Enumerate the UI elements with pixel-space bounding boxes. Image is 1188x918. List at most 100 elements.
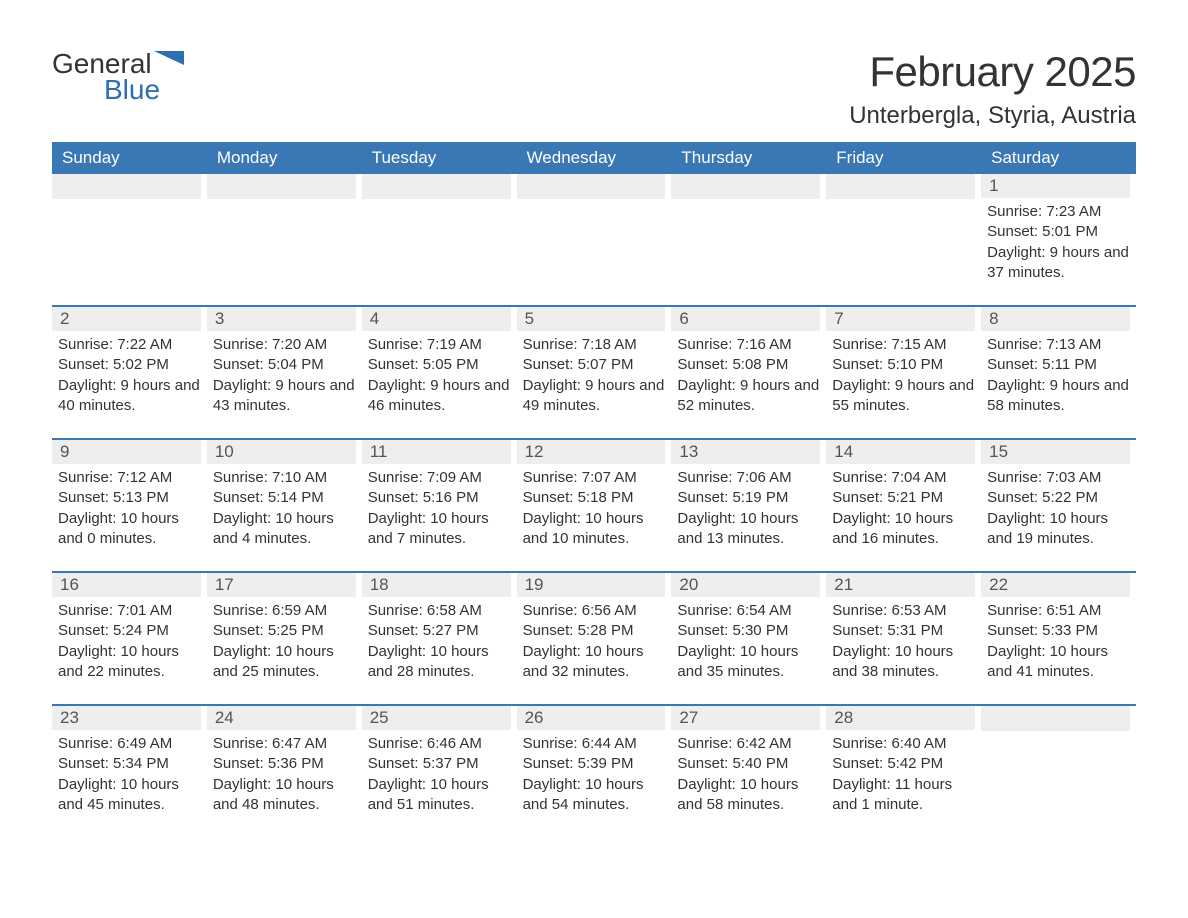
weekday-header-cell: Thursday [671,142,826,174]
day-cell [52,174,207,283]
day-number: 13 [671,440,820,464]
daylight-text: Daylight: 10 hours and 13 minutes. [677,509,820,550]
day-number: 18 [362,573,511,597]
day-number: 14 [826,440,975,464]
sunrise-text: Sunrise: 7:23 AM [987,202,1130,222]
daylight-text: Daylight: 10 hours and 32 minutes. [523,642,666,683]
day-cell: 8Sunrise: 7:13 AMSunset: 5:11 PMDaylight… [981,307,1136,416]
day-content: Sunrise: 6:53 AMSunset: 5:31 PMDaylight:… [826,597,975,682]
daylight-text: Daylight: 9 hours and 37 minutes. [987,243,1130,284]
daylight-text: Daylight: 10 hours and 54 minutes. [523,775,666,816]
daylight-text: Daylight: 10 hours and 28 minutes. [368,642,511,683]
daylight-text: Daylight: 9 hours and 43 minutes. [213,376,356,417]
sunset-text: Sunset: 5:36 PM [213,754,356,774]
day-cell: 16Sunrise: 7:01 AMSunset: 5:24 PMDayligh… [52,573,207,682]
weekday-header-cell: Saturday [981,142,1136,174]
sunset-text: Sunset: 5:16 PM [368,488,511,508]
day-number: 9 [52,440,201,464]
sunrise-text: Sunrise: 6:49 AM [58,734,201,754]
header: General Blue February 2025 Unterbergla, … [52,48,1136,130]
sunset-text: Sunset: 5:21 PM [832,488,975,508]
weekday-header-cell: Sunday [52,142,207,174]
sunset-text: Sunset: 5:33 PM [987,621,1130,641]
sunset-text: Sunset: 5:08 PM [677,355,820,375]
sunset-text: Sunset: 5:19 PM [677,488,820,508]
daylight-text: Daylight: 10 hours and 35 minutes. [677,642,820,683]
sunrise-text: Sunrise: 7:20 AM [213,335,356,355]
day-content: Sunrise: 6:44 AMSunset: 5:39 PMDaylight:… [517,730,666,815]
sunset-text: Sunset: 5:27 PM [368,621,511,641]
day-content: Sunrise: 7:07 AMSunset: 5:18 PMDaylight:… [517,464,666,549]
day-content: Sunrise: 7:15 AMSunset: 5:10 PMDaylight:… [826,331,975,416]
day-cell: 21Sunrise: 6:53 AMSunset: 5:31 PMDayligh… [826,573,981,682]
sunset-text: Sunset: 5:24 PM [58,621,201,641]
sunset-text: Sunset: 5:14 PM [213,488,356,508]
day-cell: 17Sunrise: 6:59 AMSunset: 5:25 PMDayligh… [207,573,362,682]
logo: General Blue [52,48,184,106]
sunrise-text: Sunrise: 7:01 AM [58,601,201,621]
day-content: Sunrise: 6:54 AMSunset: 5:30 PMDaylight:… [671,597,820,682]
sunset-text: Sunset: 5:31 PM [832,621,975,641]
sunset-text: Sunset: 5:42 PM [832,754,975,774]
sunset-text: Sunset: 5:40 PM [677,754,820,774]
day-content: Sunrise: 6:51 AMSunset: 5:33 PMDaylight:… [981,597,1130,682]
day-content: Sunrise: 7:12 AMSunset: 5:13 PMDaylight:… [52,464,201,549]
sunrise-text: Sunrise: 7:18 AM [523,335,666,355]
empty-day-bar [826,174,975,199]
day-cell: 25Sunrise: 6:46 AMSunset: 5:37 PMDayligh… [362,706,517,815]
daylight-text: Daylight: 9 hours and 52 minutes. [677,376,820,417]
day-cell [671,174,826,283]
day-cell: 26Sunrise: 6:44 AMSunset: 5:39 PMDayligh… [517,706,672,815]
week-row: 16Sunrise: 7:01 AMSunset: 5:24 PMDayligh… [52,571,1136,682]
sunset-text: Sunset: 5:05 PM [368,355,511,375]
day-cell: 5Sunrise: 7:18 AMSunset: 5:07 PMDaylight… [517,307,672,416]
title-block: February 2025 Unterbergla, Styria, Austr… [849,48,1136,130]
day-content: Sunrise: 6:56 AMSunset: 5:28 PMDaylight:… [517,597,666,682]
day-cell: 13Sunrise: 7:06 AMSunset: 5:19 PMDayligh… [671,440,826,549]
day-cell: 4Sunrise: 7:19 AMSunset: 5:05 PMDaylight… [362,307,517,416]
day-number: 17 [207,573,356,597]
day-cell: 1Sunrise: 7:23 AMSunset: 5:01 PMDaylight… [981,174,1136,283]
day-number: 3 [207,307,356,331]
day-cell: 6Sunrise: 7:16 AMSunset: 5:08 PMDaylight… [671,307,826,416]
daylight-text: Daylight: 10 hours and 0 minutes. [58,509,201,550]
sunrise-text: Sunrise: 6:51 AM [987,601,1130,621]
sunrise-text: Sunrise: 7:07 AM [523,468,666,488]
sunset-text: Sunset: 5:04 PM [213,355,356,375]
sunrise-text: Sunrise: 7:09 AM [368,468,511,488]
empty-day-bar [52,174,201,199]
flag-icon [154,46,184,78]
weekday-header-cell: Tuesday [362,142,517,174]
daylight-text: Daylight: 10 hours and 22 minutes. [58,642,201,683]
day-number: 26 [517,706,666,730]
daylight-text: Daylight: 10 hours and 41 minutes. [987,642,1130,683]
sunset-text: Sunset: 5:11 PM [987,355,1130,375]
day-content: Sunrise: 7:20 AMSunset: 5:04 PMDaylight:… [207,331,356,416]
daylight-text: Daylight: 9 hours and 55 minutes. [832,376,975,417]
location: Unterbergla, Styria, Austria [849,102,1136,130]
weekday-header-cell: Wednesday [517,142,672,174]
day-content: Sunrise: 7:16 AMSunset: 5:08 PMDaylight:… [671,331,820,416]
day-cell: 18 Sunrise: 6:58 AMSunset: 5:27 PMDayligh… [362,573,517,682]
daylight-text: Daylight: 9 hours and 40 minutes. [58,376,201,417]
day-cell: 22Sunrise: 6:51 AMSunset: 5:33 PMDayligh… [981,573,1136,682]
day-cell: 15Sunrise: 7:03 AMSunset: 5:22 PMDayligh… [981,440,1136,549]
logo-text-blue: Blue [104,74,184,106]
daylight-text: Daylight: 9 hours and 46 minutes. [368,376,511,417]
day-cell [981,706,1136,815]
day-number: 25 [362,706,511,730]
empty-day-bar [981,706,1130,731]
sunrise-text: Sunrise: 7:22 AM [58,335,201,355]
day-cell: 20Sunrise: 6:54 AMSunset: 5:30 PMDayligh… [671,573,826,682]
day-number: 21 [826,573,975,597]
day-cell: 12Sunrise: 7:07 AMSunset: 5:18 PMDayligh… [517,440,672,549]
daylight-text: Daylight: 10 hours and 45 minutes. [58,775,201,816]
day-content: Sunrise: 7:04 AMSunset: 5:21 PMDaylight:… [826,464,975,549]
sunset-text: Sunset: 5:25 PM [213,621,356,641]
day-content: Sunrise: 7:01 AMSunset: 5:24 PMDaylight:… [52,597,201,682]
sunrise-text: Sunrise: 6:58 AM [368,601,511,621]
day-cell: 24Sunrise: 6:47 AMSunset: 5:36 PMDayligh… [207,706,362,815]
empty-day-bar [517,174,666,199]
sunset-text: Sunset: 5:07 PM [523,355,666,375]
sunrise-text: Sunrise: 6:46 AM [368,734,511,754]
